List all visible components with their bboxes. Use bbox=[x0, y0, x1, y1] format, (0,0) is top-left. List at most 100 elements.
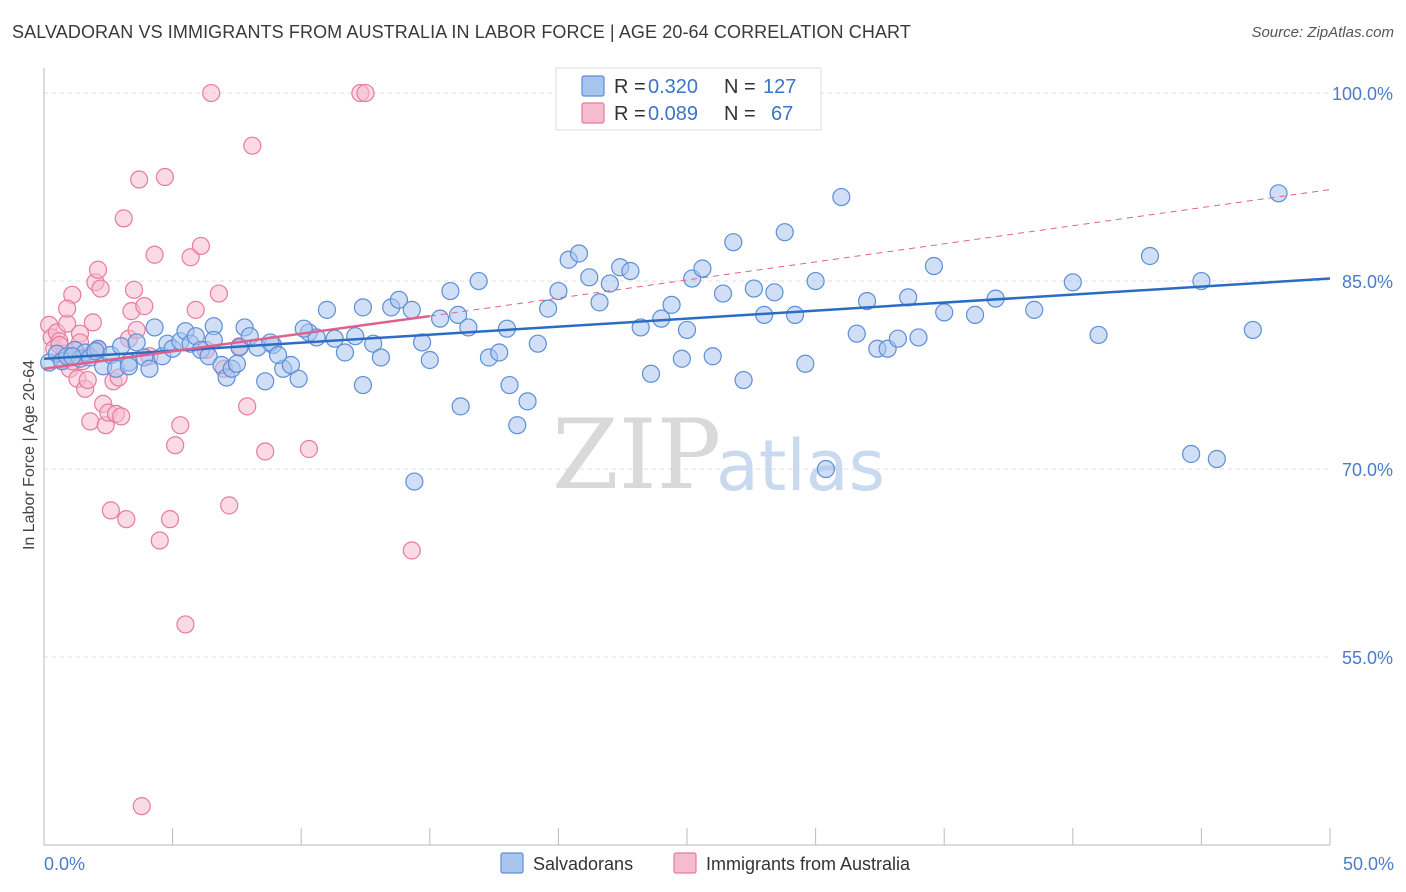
salvadoran-point bbox=[662, 295, 681, 314]
salvadorans-trend-line bbox=[43, 277, 1331, 360]
salvadoran-point bbox=[402, 300, 421, 319]
salvadoran-point bbox=[857, 292, 877, 311]
legend-r-label-2: R = bbox=[614, 103, 646, 125]
australia-point bbox=[135, 297, 154, 316]
chart-title: SALVADORAN VS IMMIGRANTS FROM AUSTRALIA … bbox=[12, 22, 911, 42]
salvadoran-point bbox=[847, 324, 866, 343]
salvadoran-point bbox=[816, 459, 835, 479]
salvadoran-point bbox=[86, 342, 105, 361]
salvadoran-point bbox=[775, 223, 794, 242]
y-tick-label: 100.0% bbox=[1332, 84, 1393, 104]
legend-r-value-2: 0.089 bbox=[648, 103, 698, 125]
x-tick-label-max: 50.0% bbox=[1343, 854, 1394, 874]
salvadoran-point bbox=[806, 271, 825, 291]
y-axis-label: In Labor Force | Age 20-64 bbox=[21, 360, 38, 550]
legend-n-label-2: N = bbox=[724, 103, 756, 125]
legend-swatch-blue bbox=[581, 75, 605, 97]
salvadoran-point bbox=[785, 305, 805, 324]
salvadoran-point bbox=[693, 259, 712, 278]
salvadoran-point bbox=[227, 354, 246, 373]
australia-point bbox=[181, 248, 200, 267]
legend-r-value-1: 0.320 bbox=[648, 76, 698, 98]
legend-n-value-1: 127 bbox=[763, 76, 796, 98]
australia-point bbox=[166, 436, 185, 455]
y-tick-label: 55.0% bbox=[1342, 648, 1393, 668]
australia-point bbox=[83, 313, 102, 332]
salvadoran-point bbox=[1089, 325, 1108, 345]
salvadoran-point bbox=[371, 348, 391, 367]
australia-point bbox=[171, 416, 190, 435]
australia-point bbox=[155, 167, 174, 187]
salvadoran-point bbox=[600, 274, 619, 293]
australia-point bbox=[114, 209, 133, 228]
australia-point bbox=[124, 280, 144, 299]
salvadoran-point bbox=[796, 354, 815, 373]
salvadoran-point bbox=[140, 359, 159, 378]
legend-swatch-pink bbox=[581, 102, 605, 124]
watermark-atlas: atlas bbox=[716, 425, 885, 507]
salvadoran-point bbox=[935, 303, 954, 322]
salvadoran-point bbox=[580, 268, 599, 287]
salvadoran-point bbox=[528, 334, 547, 353]
salvadoran-point bbox=[508, 416, 527, 435]
x-tick-labels: 0.0% 50.0% bbox=[44, 854, 1394, 874]
salvadoran-point bbox=[500, 375, 519, 395]
salvadoran-point bbox=[1182, 444, 1201, 464]
salvadoran-point bbox=[744, 279, 763, 298]
salvadoran-point bbox=[1140, 246, 1160, 266]
watermark-zip: ZIP bbox=[552, 399, 721, 511]
series-immigrants-from-australia bbox=[40, 83, 421, 816]
salvadoran-point bbox=[335, 343, 355, 362]
salvadoran-point bbox=[549, 281, 568, 301]
correlation-legend: R = 0.320 N = 127 R = 0.089 N = 67 bbox=[555, 67, 822, 131]
salvadoran-point bbox=[1025, 300, 1044, 319]
salvadoran-point bbox=[518, 392, 537, 411]
salvadoran-point bbox=[631, 318, 650, 337]
australia-point bbox=[145, 245, 164, 264]
salvadoran-point bbox=[490, 343, 509, 362]
salvadoran-point bbox=[289, 369, 308, 388]
legend-r-label-1: R = bbox=[614, 76, 646, 98]
salvadoran-point bbox=[256, 372, 275, 391]
australia-point bbox=[402, 541, 421, 560]
salvadoran-point bbox=[1207, 449, 1226, 469]
salvadoran-point bbox=[469, 271, 488, 291]
australia-point bbox=[58, 299, 77, 318]
salvadoran-point bbox=[1243, 320, 1262, 340]
bottom-legend-swatch-australia bbox=[673, 852, 697, 874]
salvadoran-point bbox=[590, 293, 609, 312]
bottom-legend-swatch-salvadorans bbox=[500, 852, 524, 874]
australia-point bbox=[117, 510, 136, 529]
australia-point bbox=[256, 442, 275, 461]
x-tick-marks bbox=[43, 828, 1331, 845]
australia-point bbox=[191, 236, 210, 256]
salvadoran-point bbox=[641, 364, 661, 383]
australia-point bbox=[101, 501, 120, 520]
salvadoran-point bbox=[539, 299, 558, 318]
salvadoran-point bbox=[353, 375, 373, 395]
australia-point bbox=[238, 397, 257, 416]
legend-n-value-2: 67 bbox=[771, 103, 793, 125]
legend-n-label-1: N = bbox=[724, 76, 756, 98]
australia-point bbox=[160, 510, 180, 529]
australia-point bbox=[112, 407, 131, 426]
australia-point bbox=[88, 260, 108, 279]
salvadoran-point bbox=[353, 298, 373, 317]
salvadoran-point bbox=[713, 284, 733, 303]
y-tick-label: 70.0% bbox=[1342, 460, 1393, 480]
salvadoran-point bbox=[832, 187, 851, 207]
bottom-legend-australia: Immigrants from Australia bbox=[706, 854, 911, 874]
x-tick-label-min: 0.0% bbox=[44, 854, 85, 874]
salvadoran-point bbox=[1063, 273, 1082, 292]
australia-point bbox=[220, 496, 239, 515]
salvadoran-point bbox=[451, 397, 470, 416]
bottom-legend-salvadorans: Salvadorans bbox=[533, 854, 633, 874]
australia-point bbox=[81, 412, 100, 431]
australia-point bbox=[186, 300, 205, 319]
australia-point bbox=[209, 284, 228, 303]
salvadoran-point bbox=[119, 357, 138, 376]
source-label: Source: ZipAtlas.com bbox=[1251, 24, 1394, 41]
salvadoran-point bbox=[924, 256, 944, 276]
salvadoran-point bbox=[888, 329, 908, 348]
salvadoran-point bbox=[765, 283, 784, 302]
